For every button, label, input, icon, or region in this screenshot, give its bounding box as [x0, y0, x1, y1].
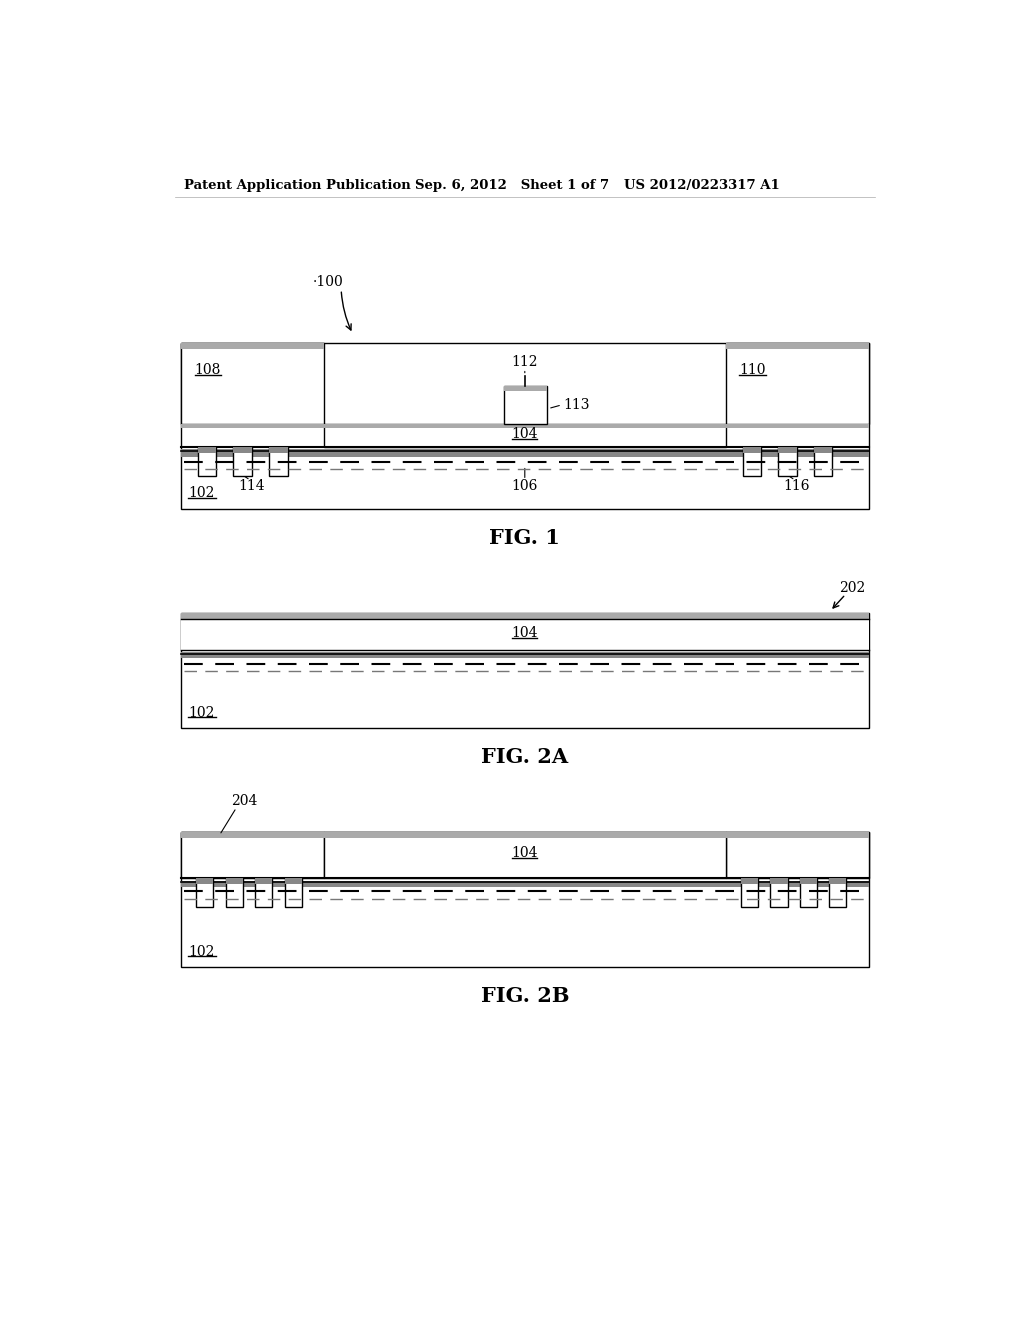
Bar	[198, 447, 216, 453]
Bar	[180, 343, 324, 348]
Bar	[197, 878, 213, 907]
Bar	[814, 447, 833, 453]
Bar	[180, 619, 869, 649]
Text: 104: 104	[512, 626, 538, 640]
Text: Patent Application Publication: Patent Application Publication	[183, 178, 411, 191]
Bar	[198, 447, 216, 475]
Text: FIG. 2A: FIG. 2A	[481, 747, 568, 767]
Text: ·100: ·100	[312, 275, 343, 289]
Bar	[726, 832, 869, 838]
Bar	[180, 424, 324, 428]
Bar	[180, 832, 869, 966]
Bar	[255, 878, 272, 884]
Text: 102: 102	[188, 945, 215, 958]
Bar	[324, 832, 726, 878]
Bar	[504, 385, 547, 424]
Bar	[255, 878, 272, 907]
Bar	[726, 343, 869, 424]
Bar	[741, 878, 758, 907]
Text: 114: 114	[239, 479, 265, 494]
Bar	[800, 878, 817, 884]
Bar	[778, 447, 797, 453]
Bar	[180, 832, 324, 838]
Text: 102: 102	[188, 706, 215, 719]
Bar	[180, 343, 869, 508]
Bar	[285, 878, 302, 884]
Text: 104: 104	[512, 846, 538, 859]
Bar	[180, 343, 324, 424]
Bar	[726, 343, 869, 348]
Bar	[225, 878, 243, 907]
Bar	[741, 878, 758, 884]
Bar	[504, 385, 547, 391]
Bar	[269, 447, 288, 475]
Text: 108: 108	[195, 363, 221, 378]
Bar	[197, 878, 213, 884]
Text: Sep. 6, 2012   Sheet 1 of 7: Sep. 6, 2012 Sheet 1 of 7	[415, 178, 609, 191]
Text: 110: 110	[739, 363, 766, 378]
Bar	[233, 447, 252, 453]
Bar	[742, 447, 761, 453]
Bar	[269, 447, 288, 453]
Bar	[324, 832, 726, 838]
Bar	[180, 449, 869, 457]
Bar	[742, 447, 761, 475]
Bar	[814, 447, 833, 475]
Bar	[770, 878, 787, 884]
Text: 204: 204	[231, 795, 257, 808]
Text: 116: 116	[783, 479, 810, 494]
Text: FIG. 1: FIG. 1	[489, 528, 560, 548]
Bar	[180, 832, 324, 878]
Bar	[829, 878, 847, 884]
Text: 202: 202	[839, 581, 865, 595]
Bar	[180, 612, 869, 729]
Text: 113: 113	[563, 397, 590, 412]
Text: 106: 106	[512, 479, 538, 494]
Bar	[778, 447, 797, 475]
Bar	[726, 832, 869, 878]
Text: 112: 112	[512, 355, 538, 370]
Bar	[180, 652, 869, 659]
Text: US 2012/0223317 A1: US 2012/0223317 A1	[624, 178, 779, 191]
Bar	[180, 880, 869, 887]
Bar	[829, 878, 847, 907]
Bar	[324, 424, 726, 447]
Bar	[324, 424, 726, 428]
Bar	[770, 878, 787, 907]
Bar	[726, 424, 869, 428]
Bar	[225, 878, 243, 884]
Bar	[233, 447, 252, 475]
Text: 102: 102	[188, 486, 215, 500]
Text: 104: 104	[512, 428, 538, 441]
Bar	[285, 878, 302, 907]
Bar	[180, 612, 869, 619]
Bar	[800, 878, 817, 907]
Text: FIG. 2B: FIG. 2B	[480, 986, 569, 1006]
